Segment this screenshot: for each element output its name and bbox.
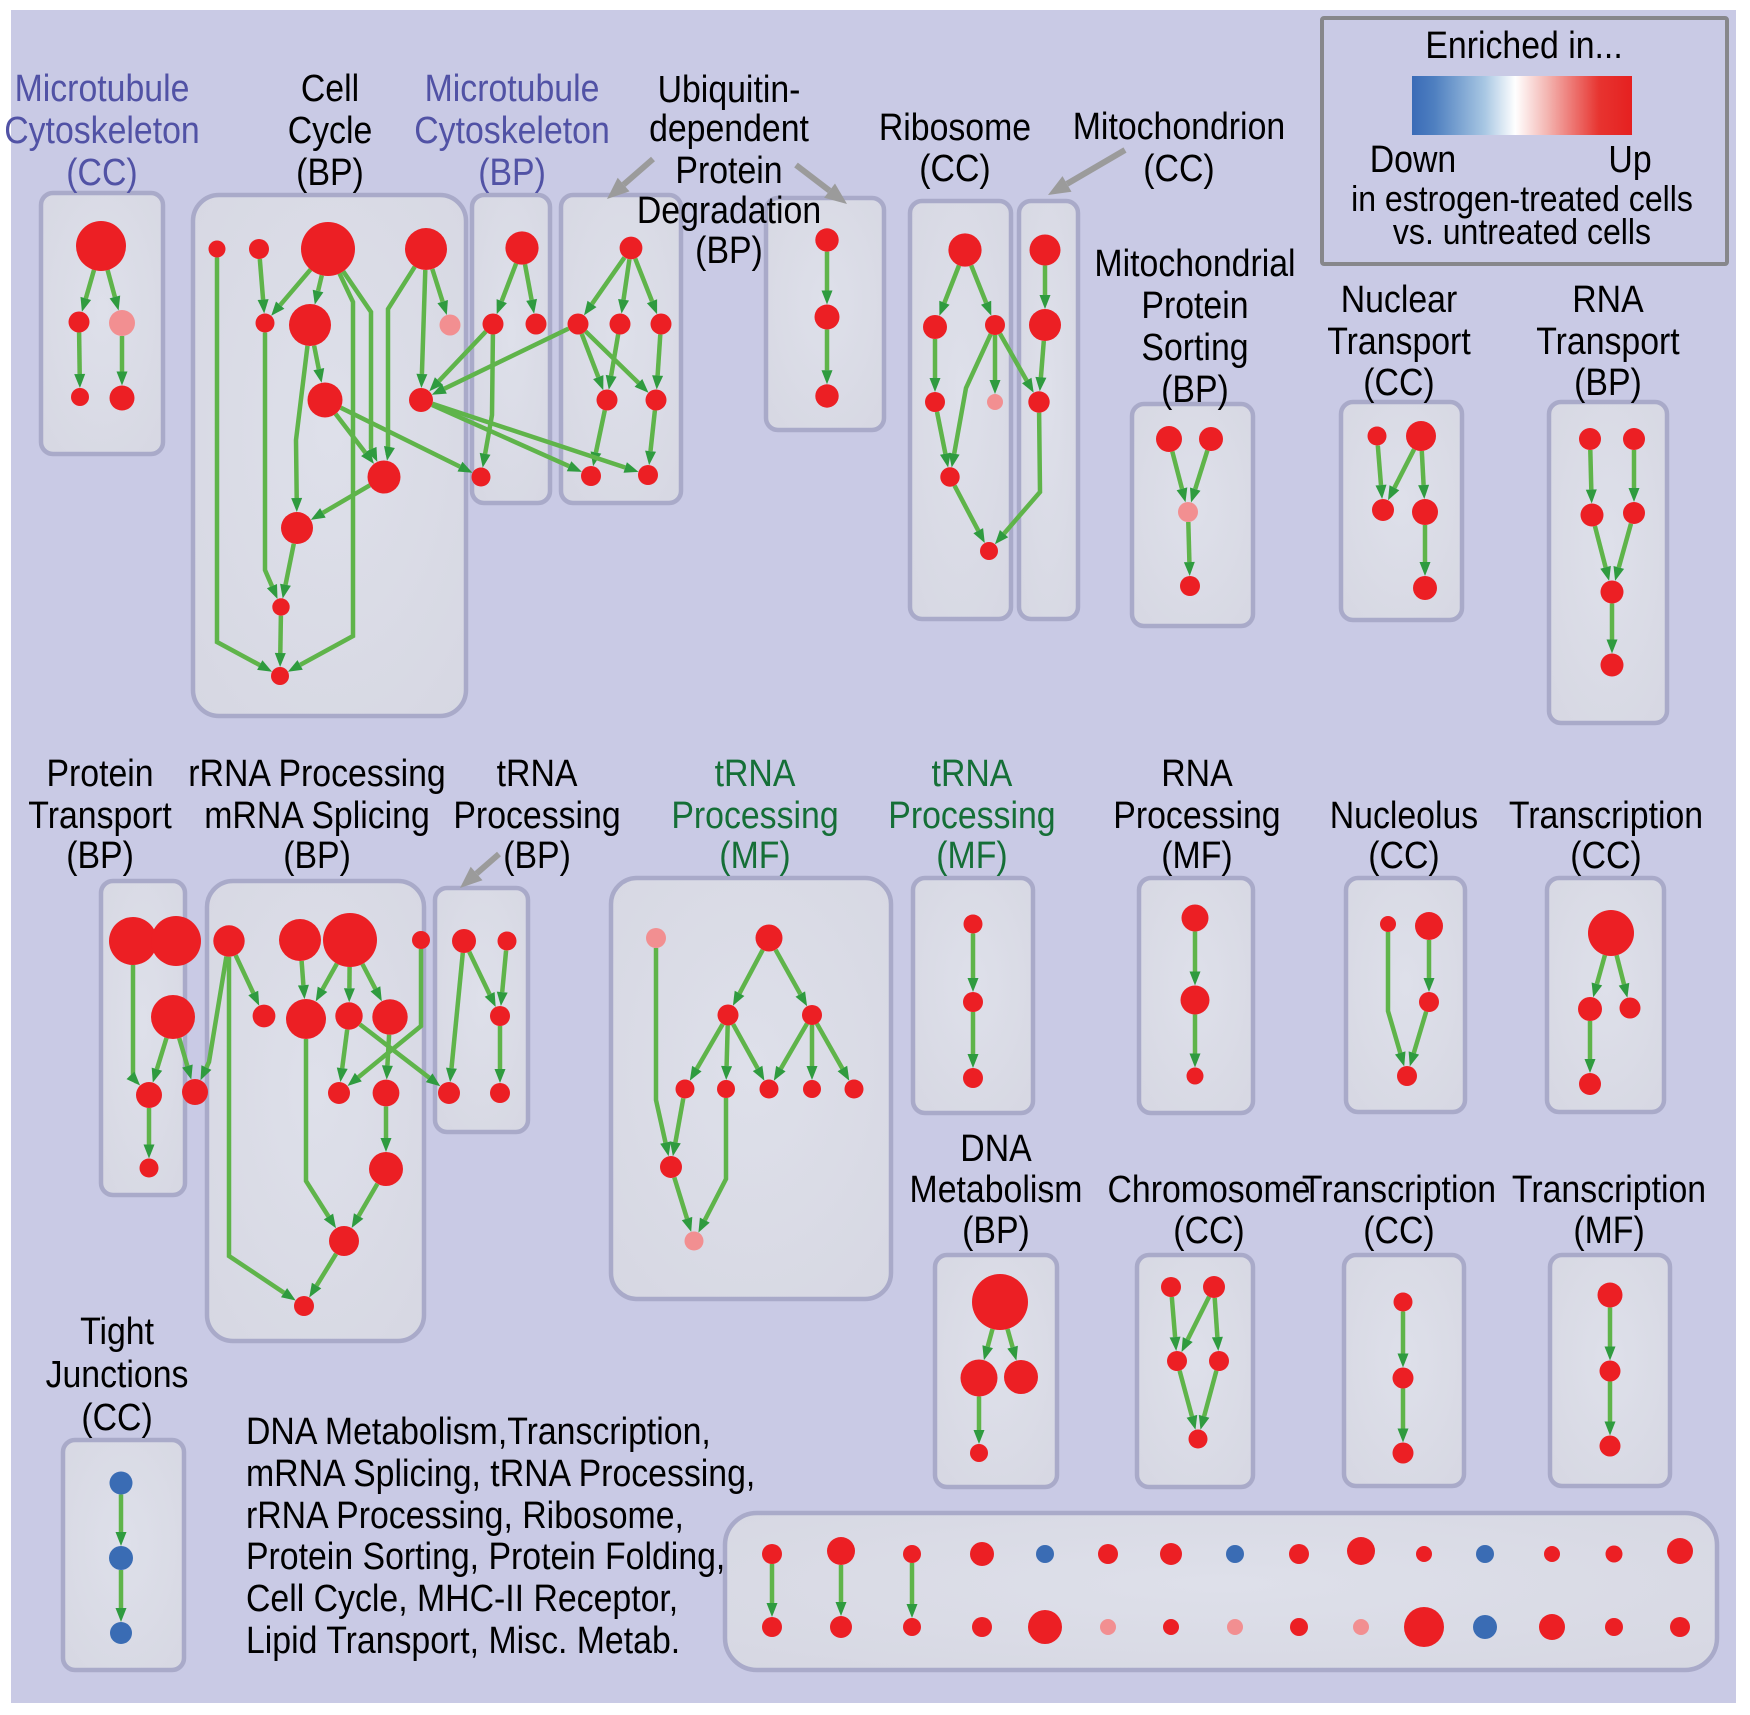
svg-text:Transport: Transport	[1536, 319, 1679, 362]
svg-text:dependent: dependent	[649, 106, 809, 149]
svg-text:Degradation: Degradation	[637, 188, 821, 231]
svg-text:Cell Cycle, MHC-II Receptor,: Cell Cycle, MHC-II Receptor,	[246, 1576, 678, 1619]
svg-text:Mitochondrial: Mitochondrial	[1094, 241, 1295, 284]
svg-text:Junctions: Junctions	[46, 1352, 189, 1395]
svg-text:(CC): (CC)	[1368, 833, 1439, 876]
svg-text:(BP): (BP)	[296, 150, 364, 193]
svg-text:Transcription: Transcription	[1302, 1167, 1496, 1210]
svg-text:Transport: Transport	[1327, 319, 1470, 362]
svg-text:Metabolism: Metabolism	[910, 1167, 1083, 1210]
svg-text:(BP): (BP)	[1574, 360, 1642, 403]
svg-text:Sorting: Sorting	[1141, 325, 1248, 368]
svg-text:Processing: Processing	[453, 793, 620, 836]
svg-text:Down: Down	[1370, 137, 1456, 180]
svg-text:Transcription: Transcription	[1512, 1167, 1706, 1210]
svg-text:Lipid Transport, Misc. Metab.: Lipid Transport, Misc. Metab.	[246, 1618, 680, 1661]
svg-text:Ubiquitin-: Ubiquitin-	[658, 67, 801, 110]
svg-text:Microtubule: Microtubule	[15, 66, 190, 109]
svg-text:Protein: Protein	[46, 751, 153, 794]
svg-text:(CC): (CC)	[1363, 360, 1434, 403]
svg-text:Ribosome: Ribosome	[879, 105, 1031, 148]
svg-text:Processing: Processing	[1113, 793, 1280, 836]
svg-text:tRNA: tRNA	[932, 751, 1013, 794]
svg-text:Processing: Processing	[888, 793, 1055, 836]
svg-text:Protein: Protein	[1141, 283, 1248, 326]
svg-text:(BP): (BP)	[283, 833, 351, 876]
svg-text:rRNA Processing, Ribosome,: rRNA Processing, Ribosome,	[246, 1493, 684, 1536]
svg-text:Transcription: Transcription	[1509, 793, 1703, 836]
svg-text:(BP): (BP)	[503, 833, 571, 876]
svg-text:RNA: RNA	[1572, 277, 1643, 320]
svg-text:Protein: Protein	[675, 148, 782, 191]
svg-text:DNA: DNA	[960, 1126, 1031, 1169]
svg-text:Cytoskeleton: Cytoskeleton	[414, 108, 610, 151]
svg-text:(BP): (BP)	[962, 1208, 1030, 1251]
svg-text:Enriched in...: Enriched in...	[1425, 23, 1622, 66]
svg-text:rRNA Processing: rRNA Processing	[188, 751, 445, 794]
svg-text:Protein Sorting, Protein Foldi: Protein Sorting, Protein Folding,	[246, 1534, 725, 1577]
svg-text:(MF): (MF)	[1161, 833, 1232, 876]
svg-text:Up: Up	[1608, 137, 1651, 180]
svg-text:Cell: Cell	[301, 66, 359, 109]
svg-text:in estrogen-treated cells: in estrogen-treated cells	[1351, 179, 1693, 219]
svg-text:(BP): (BP)	[695, 228, 763, 271]
svg-text:(CC): (CC)	[1570, 833, 1641, 876]
svg-text:vs. untreated cells: vs. untreated cells	[1393, 212, 1651, 252]
svg-text:(BP): (BP)	[478, 150, 546, 193]
svg-text:(BP): (BP)	[1161, 367, 1229, 410]
svg-text:(CC): (CC)	[919, 146, 990, 189]
svg-text:Nuclear: Nuclear	[1341, 277, 1458, 320]
svg-text:Chromosome: Chromosome	[1107, 1167, 1310, 1210]
svg-text:DNA Metabolism,Transcription,: DNA Metabolism,Transcription,	[246, 1409, 711, 1452]
svg-text:Microtubule: Microtubule	[425, 66, 600, 109]
svg-text:Processing: Processing	[671, 793, 838, 836]
svg-text:tRNA: tRNA	[497, 751, 578, 794]
svg-text:Tight: Tight	[80, 1309, 154, 1352]
svg-text:(CC): (CC)	[66, 150, 137, 193]
svg-text:Cytoskeleton: Cytoskeleton	[4, 108, 200, 151]
svg-text:(MF): (MF)	[936, 833, 1007, 876]
svg-text:RNA: RNA	[1161, 751, 1232, 794]
svg-text:mRNA Splicing: mRNA Splicing	[204, 793, 430, 836]
svg-text:Cycle: Cycle	[288, 108, 373, 151]
svg-text:Mitochondrion: Mitochondrion	[1073, 104, 1285, 147]
svg-text:(MF): (MF)	[1573, 1208, 1644, 1251]
svg-text:(CC): (CC)	[1173, 1208, 1244, 1251]
svg-text:(MF): (MF)	[719, 833, 790, 876]
svg-text:(CC): (CC)	[81, 1395, 152, 1438]
svg-text:mRNA Splicing, tRNA Processing: mRNA Splicing, tRNA Processing,	[246, 1451, 755, 1494]
svg-text:Nucleolus: Nucleolus	[1330, 793, 1479, 836]
svg-text:(CC): (CC)	[1143, 146, 1214, 189]
svg-text:(BP): (BP)	[66, 833, 134, 876]
svg-text:(CC): (CC)	[1363, 1208, 1434, 1251]
svg-text:Transport: Transport	[28, 793, 171, 836]
svg-text:tRNA: tRNA	[715, 751, 796, 794]
